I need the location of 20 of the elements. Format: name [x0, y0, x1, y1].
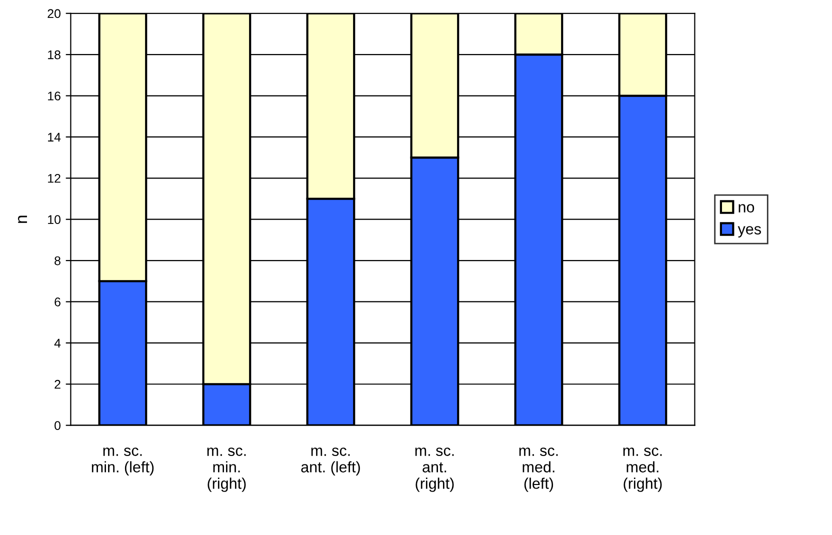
y-tick-label: 20	[48, 9, 61, 18]
y-tick-label: 4	[54, 338, 61, 348]
y-tick-label: 12	[48, 174, 60, 183]
y-tick-label: 0	[54, 421, 61, 430]
x-tick-label: m. sc. min. (left)	[92, 448, 154, 476]
y-tick-label: 6	[54, 298, 60, 306]
x-tick-label: m. sc. med. (right)	[623, 448, 662, 492]
x-tick-label: m. sc. ant. (left)	[301, 448, 360, 476]
y-tick-label: 16	[48, 92, 60, 100]
y-axis-title: n	[18, 216, 27, 223]
x-tick-label: m. sc. min. (right)	[207, 448, 246, 492]
y-tick-label: 2	[54, 380, 60, 389]
legend-label: yes	[738, 226, 761, 238]
y-tick-label: 14	[48, 132, 61, 142]
legend-label: no	[738, 204, 754, 213]
x-tick-label: m. sc. ant. (right)	[415, 448, 454, 492]
x-tick-label: m. sc. med. (left)	[519, 448, 558, 492]
y-tick-label: 18	[48, 50, 60, 60]
y-tick-label: 10	[48, 215, 61, 224]
y-tick-label: 8	[54, 256, 60, 266]
